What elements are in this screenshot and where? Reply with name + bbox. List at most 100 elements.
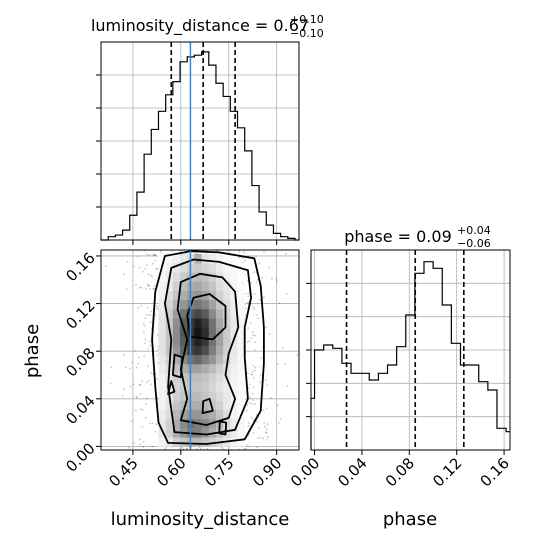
- hist2d-scatter-point: [279, 418, 282, 420]
- hist2d-density-cell: [208, 253, 217, 264]
- hist2d-scatter-point: [206, 447, 209, 450]
- hist2d-density-cell: [180, 409, 188, 420]
- hist2d-scatter-point: [271, 277, 273, 280]
- hist2d-scatter-point: [149, 288, 152, 290]
- hist2d-scatter-point: [123, 273, 125, 276]
- hist2d-xtick-label-0: 0.45: [105, 454, 141, 490]
- hist2d-scatter-point: [155, 268, 158, 271]
- hist2d-scatter-point: [252, 386, 255, 389]
- hist2d-density-cell: [223, 400, 231, 411]
- hist2d-density-cell: [208, 354, 217, 365]
- hist2d-scatter-point: [142, 322, 145, 325]
- hist2d-scatter-point: [251, 373, 254, 376]
- hist2d-scatter-point: [247, 422, 250, 425]
- hist2d-scatter-point: [252, 306, 255, 309]
- hist2d-scatter-point: [133, 265, 136, 268]
- hist2d-scatter-point: [138, 384, 141, 387]
- hist2d-scatter-point: [156, 267, 159, 270]
- hist2d-scatter-point: [253, 334, 256, 337]
- hist2d-density-cell: [208, 400, 217, 411]
- hist2d-density-cell: [158, 318, 166, 328]
- hist2d-scatter-point: [142, 440, 145, 443]
- hist2d-scatter-point: [263, 251, 265, 254]
- hist2d-density-cell: [223, 354, 231, 365]
- hist2d-scatter-point: [145, 402, 148, 405]
- hist2d-density-cell: [172, 382, 181, 392]
- hist2d-scatter-point: [257, 427, 260, 430]
- hist2d-scatter-point: [147, 284, 150, 287]
- hist2d-scatter-point: [285, 293, 288, 295]
- hist2d-scatter-point: [156, 378, 158, 380]
- hist2d-scatter-point: [278, 421, 280, 424]
- hist2d-density-cell: [180, 253, 188, 264]
- hist2d-density-cell: [215, 345, 224, 356]
- hist2d-density-cell: [230, 281, 238, 291]
- hist2d-scatter-point: [252, 334, 255, 337]
- hist-phase-xtick-label-4: 0.16: [477, 454, 513, 490]
- hist2d-scatter-point: [152, 262, 154, 265]
- hist2d-density-cell: [194, 354, 202, 365]
- hist2d-density-cell: [208, 318, 217, 328]
- hist2d-density-cell: [165, 418, 174, 429]
- hist2d-scatter-point: [249, 322, 252, 324]
- hist2d-scatter-point: [238, 256, 241, 259]
- hist2d-density-cell: [194, 263, 202, 273]
- hist2d-scatter-point: [134, 409, 137, 412]
- hist2d-density-cell: [158, 391, 166, 401]
- hist2d-scatter-point: [251, 370, 254, 373]
- hist2d-scatter-point: [259, 381, 261, 384]
- hist2d-density-cell: [215, 354, 224, 365]
- hist2d-density-cell: [223, 263, 231, 273]
- hist2d-density-cell: [165, 345, 174, 356]
- hist2d-density-cell: [194, 281, 202, 291]
- hist2d-scatter-point: [258, 262, 260, 264]
- hist2d-scatter-point: [104, 265, 107, 267]
- hist2d-density-cell: [223, 318, 231, 328]
- hist2d-scatter-point: [130, 420, 133, 423]
- hist2d-scatter-point: [149, 321, 152, 324]
- hist2d-density-cell: [215, 336, 224, 346]
- hist-luminosity-distance-ticks: [96, 74, 278, 245]
- hist2d-density-cell: [172, 354, 181, 365]
- hist2d-scatter-point: [135, 284, 137, 286]
- hist2d-density-cell: [172, 281, 181, 291]
- hist2d-density-cell: [208, 263, 217, 273]
- hist2d-scatter-point: [131, 361, 134, 364]
- hist2d-density-cell: [172, 272, 181, 282]
- hist2d-density-cell: [165, 290, 174, 301]
- hist2d-density-cell: [215, 373, 224, 383]
- hist2d-density-cell: [237, 345, 246, 356]
- hist2d-density-cell: [201, 382, 210, 392]
- hist2d-density-cell: [180, 400, 188, 411]
- hist2d-density-cell: [201, 281, 210, 291]
- hist2d-scatter-point: [243, 448, 246, 450]
- hist2d-density-cell: [237, 281, 246, 291]
- hist2d-density-cell: [172, 437, 181, 447]
- hist2d-density-cell: [237, 299, 246, 310]
- hist2d-scatter-point: [263, 422, 266, 424]
- hist2d-scatter-point: [138, 356, 140, 359]
- hist2d-scatter-point: [238, 250, 241, 253]
- hist2d-scatter-point: [136, 396, 138, 399]
- hist2d-scatter-point: [257, 437, 259, 440]
- hist2d-density-cell: [215, 363, 224, 374]
- hist-luminosity-distance-title: luminosity_distance = 0.67: [91, 16, 309, 36]
- hist2d-scatter-point: [253, 369, 256, 372]
- hist2d-scatter-point: [259, 298, 261, 301]
- hist-phase-xlabel: phase: [383, 509, 437, 530]
- hist2d-scatter-point: [146, 365, 149, 368]
- hist2d-scatter-point: [110, 366, 113, 369]
- hist2d-ytick-label-4: 0.16: [62, 249, 98, 285]
- hist2d-scatter-point: [145, 287, 148, 290]
- hist2d-density-cell: [194, 382, 202, 392]
- hist2d-density-cell: [158, 299, 166, 310]
- hist2d-density-cell: [237, 336, 246, 346]
- hist-phase-title: phase = 0.09: [344, 227, 452, 246]
- hist2d-density-cell: [230, 409, 238, 420]
- hist2d-density-cell: [230, 428, 238, 438]
- hist2d-density-cell: [230, 299, 238, 310]
- hist2d-scatter-point: [263, 425, 266, 428]
- hist2d-density-cell: [194, 428, 202, 438]
- hist2d-scatter-point: [153, 288, 155, 290]
- hist2d-density-cell: [208, 382, 217, 392]
